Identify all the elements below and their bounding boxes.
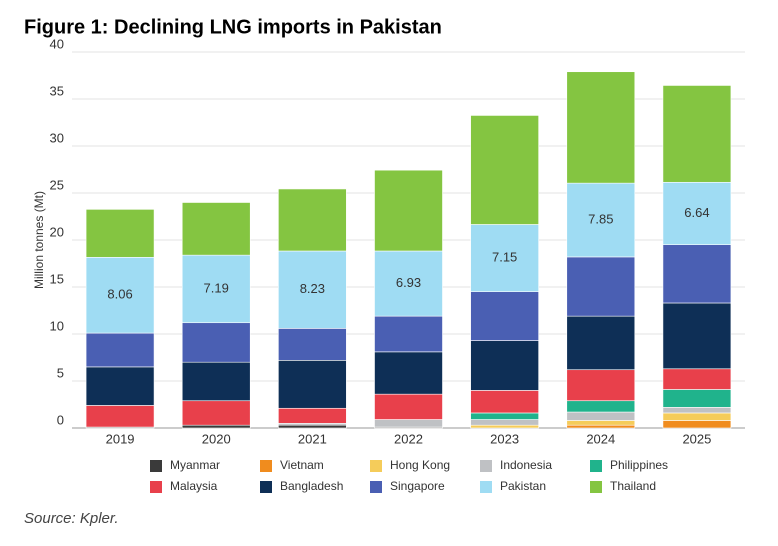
- legend-label: Vietnam: [280, 458, 324, 472]
- legend-swatch: [150, 481, 162, 493]
- bar-segment: [181, 202, 251, 256]
- bar-segment: [374, 169, 443, 252]
- bar-segment: [374, 393, 443, 420]
- x-tick-label: 2022: [394, 431, 423, 446]
- bar-segment: [181, 322, 251, 363]
- bar-segment: [470, 291, 539, 341]
- legend-label: Thailand: [610, 479, 656, 493]
- legend-label: Pakistan: [500, 479, 546, 493]
- legend-swatch: [260, 481, 272, 493]
- bar-segment: [662, 389, 732, 408]
- x-tick-label: 2021: [298, 431, 327, 446]
- y-tick-label: 0: [57, 412, 64, 427]
- bar-segment: [181, 400, 251, 426]
- source: Source: Kpler.: [24, 510, 119, 527]
- x-tick-label: 2024: [586, 431, 615, 446]
- bar-segment: [374, 315, 443, 353]
- bar-segment: [566, 411, 636, 421]
- data-label: 6.93: [396, 275, 421, 290]
- data-label: 7.19: [204, 280, 229, 295]
- legend-swatch: [150, 460, 162, 472]
- bar-segment: [85, 366, 155, 406]
- bar-segment: [278, 250, 347, 329]
- bar-segment: [470, 390, 539, 414]
- legend-label: Singapore: [390, 479, 445, 493]
- bar-segment: [566, 256, 636, 317]
- bar-segment: [374, 351, 443, 395]
- legend-label: Philippines: [610, 458, 668, 472]
- y-tick-label: 35: [50, 83, 64, 98]
- bar-segment: [278, 407, 347, 424]
- bar-segment: [566, 420, 636, 426]
- data-label: 8.23: [300, 281, 325, 296]
- bar-segment: [662, 412, 732, 421]
- data-label: 7.15: [492, 250, 517, 265]
- legend-label: Malaysia: [170, 479, 218, 493]
- bar-segment: [85, 256, 155, 334]
- chart-title: Figure 1: Declining LNG imports in Pakis…: [24, 16, 442, 38]
- legend-swatch: [480, 481, 492, 493]
- bar-segment: [181, 361, 251, 402]
- bar-segment: [85, 209, 155, 258]
- x-tick-label: 2019: [106, 431, 135, 446]
- y-tick-label: 30: [50, 130, 64, 145]
- y-axis-label: Million tonnes (Mt): [32, 191, 46, 289]
- legend-label: Bangladesh: [280, 479, 343, 493]
- bar-segment: [566, 71, 636, 184]
- legend-swatch: [260, 460, 272, 472]
- bar-segment: [662, 85, 732, 183]
- bar-segment: [662, 244, 732, 304]
- data-label: 6.64: [684, 205, 709, 220]
- x-tick-label: 2020: [202, 431, 231, 446]
- legend-swatch: [370, 460, 382, 472]
- legend-swatch: [590, 460, 602, 472]
- y-tick-label: 20: [50, 224, 64, 239]
- legend-swatch: [590, 481, 602, 493]
- data-label: 8.06: [107, 287, 132, 302]
- bar-segment: [662, 407, 732, 414]
- bar-segment: [566, 400, 636, 413]
- bar-segment: [85, 332, 155, 368]
- y-tick-label: 15: [50, 271, 64, 286]
- legend-swatch: [370, 481, 382, 493]
- y-tick-label: 5: [57, 365, 64, 380]
- x-tick-label: 2023: [490, 431, 519, 446]
- bar-segment: [662, 368, 732, 390]
- legend-label: Indonesia: [500, 458, 552, 472]
- bar-segment: [566, 182, 636, 258]
- bar-segment: [181, 424, 251, 429]
- bar-segment: [566, 315, 636, 371]
- bar-segment: [470, 224, 539, 293]
- bar-segment: [662, 420, 732, 429]
- bar-segment: [85, 405, 155, 428]
- bar-segment: [470, 424, 539, 429]
- bar-segment: [662, 302, 732, 370]
- x-tick-label: 2025: [682, 431, 711, 446]
- legend-label: Myanmar: [170, 458, 220, 472]
- y-tick-label: 40: [50, 36, 64, 51]
- y-tick-label: 10: [50, 318, 64, 333]
- bar-segment: [470, 340, 539, 391]
- bar-segment: [470, 412, 539, 420]
- bar-segment: [470, 115, 539, 225]
- legend-label: Hong Kong: [390, 458, 450, 472]
- y-tick-label: 25: [50, 177, 64, 192]
- bar-segment: [278, 424, 347, 429]
- bar-segment: [374, 250, 443, 317]
- bar-segment: [374, 419, 443, 428]
- legend-swatch: [480, 460, 492, 472]
- bar-segment: [470, 419, 539, 426]
- bar-segment: [278, 188, 347, 252]
- bar-segment: [181, 254, 251, 324]
- data-label: 7.85: [588, 211, 613, 226]
- bar-segment: [278, 328, 347, 361]
- bar-segment: [278, 360, 347, 409]
- bar-segment: [566, 424, 636, 429]
- bar-segment: [566, 369, 636, 402]
